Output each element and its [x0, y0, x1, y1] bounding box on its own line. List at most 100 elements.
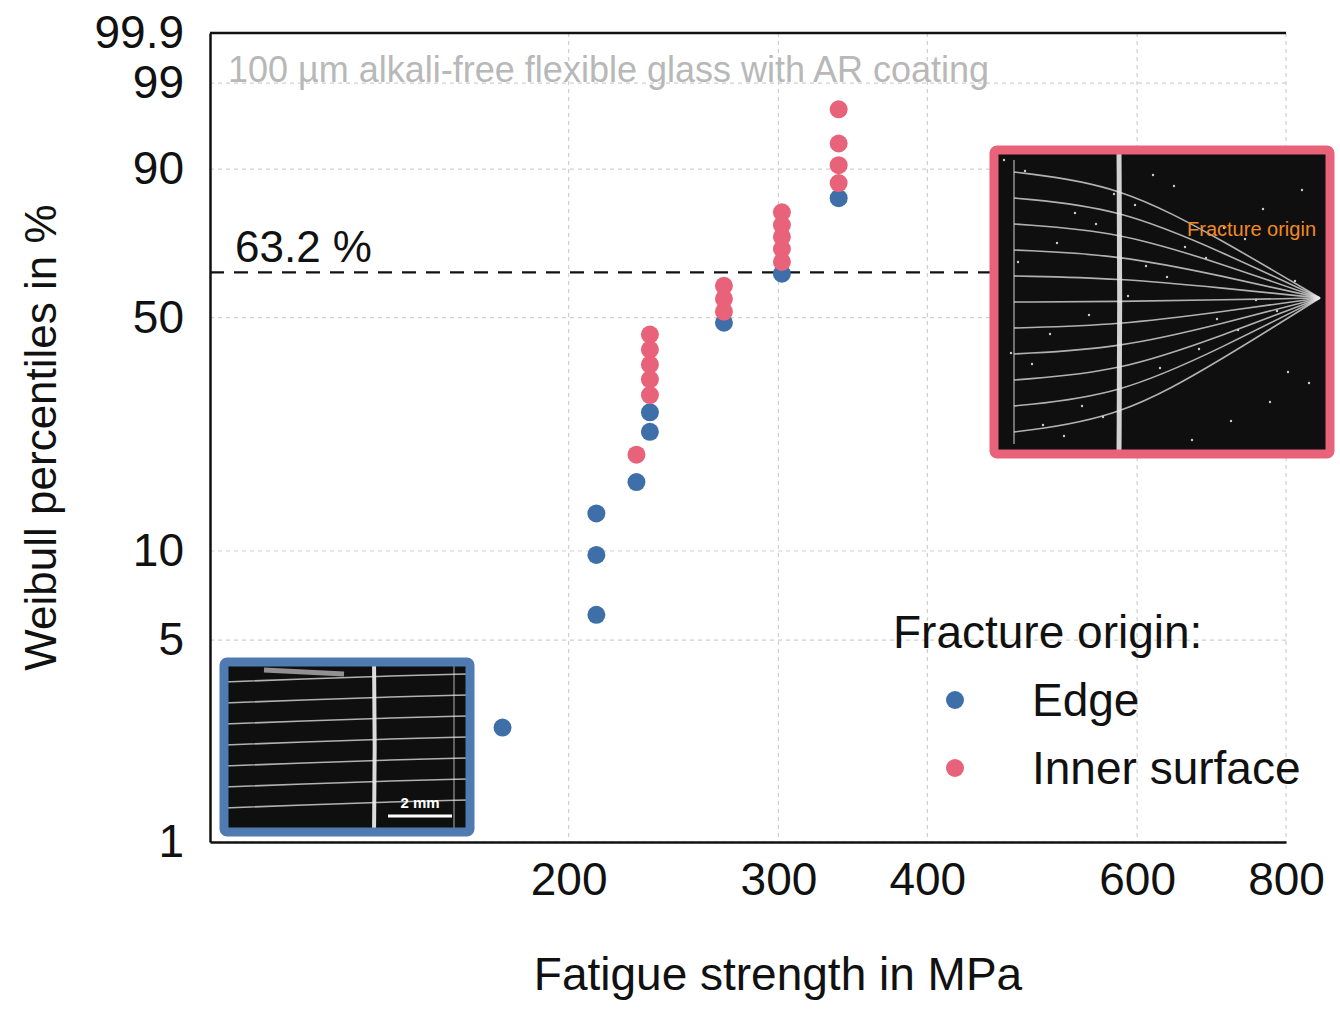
inset-speck [1205, 257, 1207, 259]
annotation-note: 100 µm alkali-free flexible glass with A… [228, 49, 989, 90]
inset-scale-bar [388, 815, 452, 818]
data-point [715, 277, 733, 295]
data-point [641, 386, 659, 404]
x-axis-line [211, 841, 1287, 844]
inset-crack [264, 670, 344, 674]
inset-speck [1276, 310, 1278, 312]
inset-speck [1010, 352, 1012, 354]
y-axis-line [209, 34, 212, 843]
inset-crack [1014, 298, 1320, 328]
y-tick: 5 [158, 613, 210, 665]
inset-speck [1191, 439, 1193, 441]
grid-line-y [210, 841, 1286, 842]
inset-speck [1145, 265, 1147, 267]
inset-crack [224, 758, 470, 766]
x-tick: 400 [889, 842, 966, 905]
grid-line-y [210, 32, 1286, 33]
inset: 2 mm [224, 662, 470, 832]
inset-speck [1237, 329, 1239, 331]
y-tick: 1 [158, 815, 210, 867]
x-tick: 800 [1248, 842, 1325, 905]
inset-speck [1255, 299, 1257, 301]
data-point [830, 156, 848, 174]
data-points [494, 100, 848, 736]
inset-crack [224, 737, 470, 745]
y-tick-label: 50 [133, 291, 184, 343]
inset-speck [1134, 204, 1136, 206]
y-tick-label: 10 [133, 524, 184, 576]
grid-line-x [778, 33, 779, 842]
x-tick-label: 200 [531, 853, 608, 905]
inset-crack [372, 662, 377, 832]
legend-label: Edge [1032, 674, 1139, 726]
inset-speck [1198, 348, 1200, 350]
y-axis: 151050909999.9 [94, 6, 210, 867]
inset-speck [1294, 280, 1296, 282]
inset-speck [1287, 371, 1289, 373]
inset-speck [1301, 189, 1303, 191]
inset-crack [1014, 250, 1320, 298]
data-point [627, 473, 645, 491]
x-tick: 200 [531, 842, 608, 905]
y-tick: 50 [133, 291, 210, 343]
data-point [830, 100, 848, 118]
inset-crack [1014, 298, 1320, 302]
inset-speck [1262, 208, 1264, 210]
inset-speck [1095, 223, 1097, 225]
inset-speck [1308, 382, 1310, 384]
inset-crack [1014, 198, 1320, 298]
legend: Fracture origin:EdgeInner surface [893, 606, 1300, 794]
inset-speck [1216, 318, 1218, 320]
data-point [773, 203, 791, 221]
inset-speck [1056, 242, 1058, 244]
inset-speck [1088, 314, 1090, 316]
inset-speck [1042, 424, 1044, 426]
inset-label: 2 mm [400, 794, 439, 811]
inset-speck [1031, 363, 1033, 365]
legend-marker [946, 691, 964, 709]
reference-label: 63.2 % [235, 222, 372, 271]
data-point [830, 174, 848, 192]
y-tick: 99 [133, 56, 210, 108]
inset-speck [1184, 246, 1186, 248]
y-tick-label: 99 [133, 56, 184, 108]
legend-title: Fracture origin: [893, 606, 1202, 658]
x-tick-label: 800 [1248, 853, 1325, 905]
data-point [494, 719, 512, 737]
inset-speck [1166, 276, 1168, 278]
y-tick-label: 5 [158, 613, 184, 665]
inset-speck [1152, 174, 1154, 176]
frame-top [210, 32, 1286, 35]
grid-line-x [568, 33, 569, 842]
inset-crack [1014, 298, 1320, 432]
inset-border [994, 150, 1330, 454]
x-tick: 300 [741, 842, 818, 905]
x-axis-title: Fatigue strength in MPa [534, 948, 1023, 1000]
y-axis-title: Weibull percentiles in % [16, 204, 65, 670]
inset-speck [1024, 170, 1026, 172]
inset-speck [1063, 435, 1065, 437]
inset-crack [224, 695, 470, 703]
inset-crack [224, 716, 470, 724]
data-point [627, 446, 645, 464]
y-tick-label: 99.9 [94, 6, 184, 58]
inset-crack [1014, 276, 1320, 298]
y-tick: 99.9 [94, 6, 210, 58]
inset-speck [1003, 159, 1005, 161]
inset-crack [453, 662, 455, 832]
inset-speck [1102, 416, 1104, 418]
inset-background [224, 662, 470, 832]
inset-speck [1173, 185, 1175, 187]
data-point [641, 326, 659, 344]
inset-speck [1159, 367, 1161, 369]
inset-crack [1014, 298, 1320, 380]
data-point [587, 504, 605, 522]
chart: 100 µm alkali-free flexible glass with A… [0, 0, 1340, 1012]
inset-label: Fracture origin [1187, 218, 1316, 240]
inset-background [994, 150, 1330, 454]
x-tick-label: 600 [1099, 853, 1176, 905]
inset-speck [1113, 193, 1115, 195]
data-point [830, 134, 848, 152]
inset-crack [1014, 172, 1320, 298]
x-axis: 200 300 400 600 800 [211, 842, 1325, 905]
